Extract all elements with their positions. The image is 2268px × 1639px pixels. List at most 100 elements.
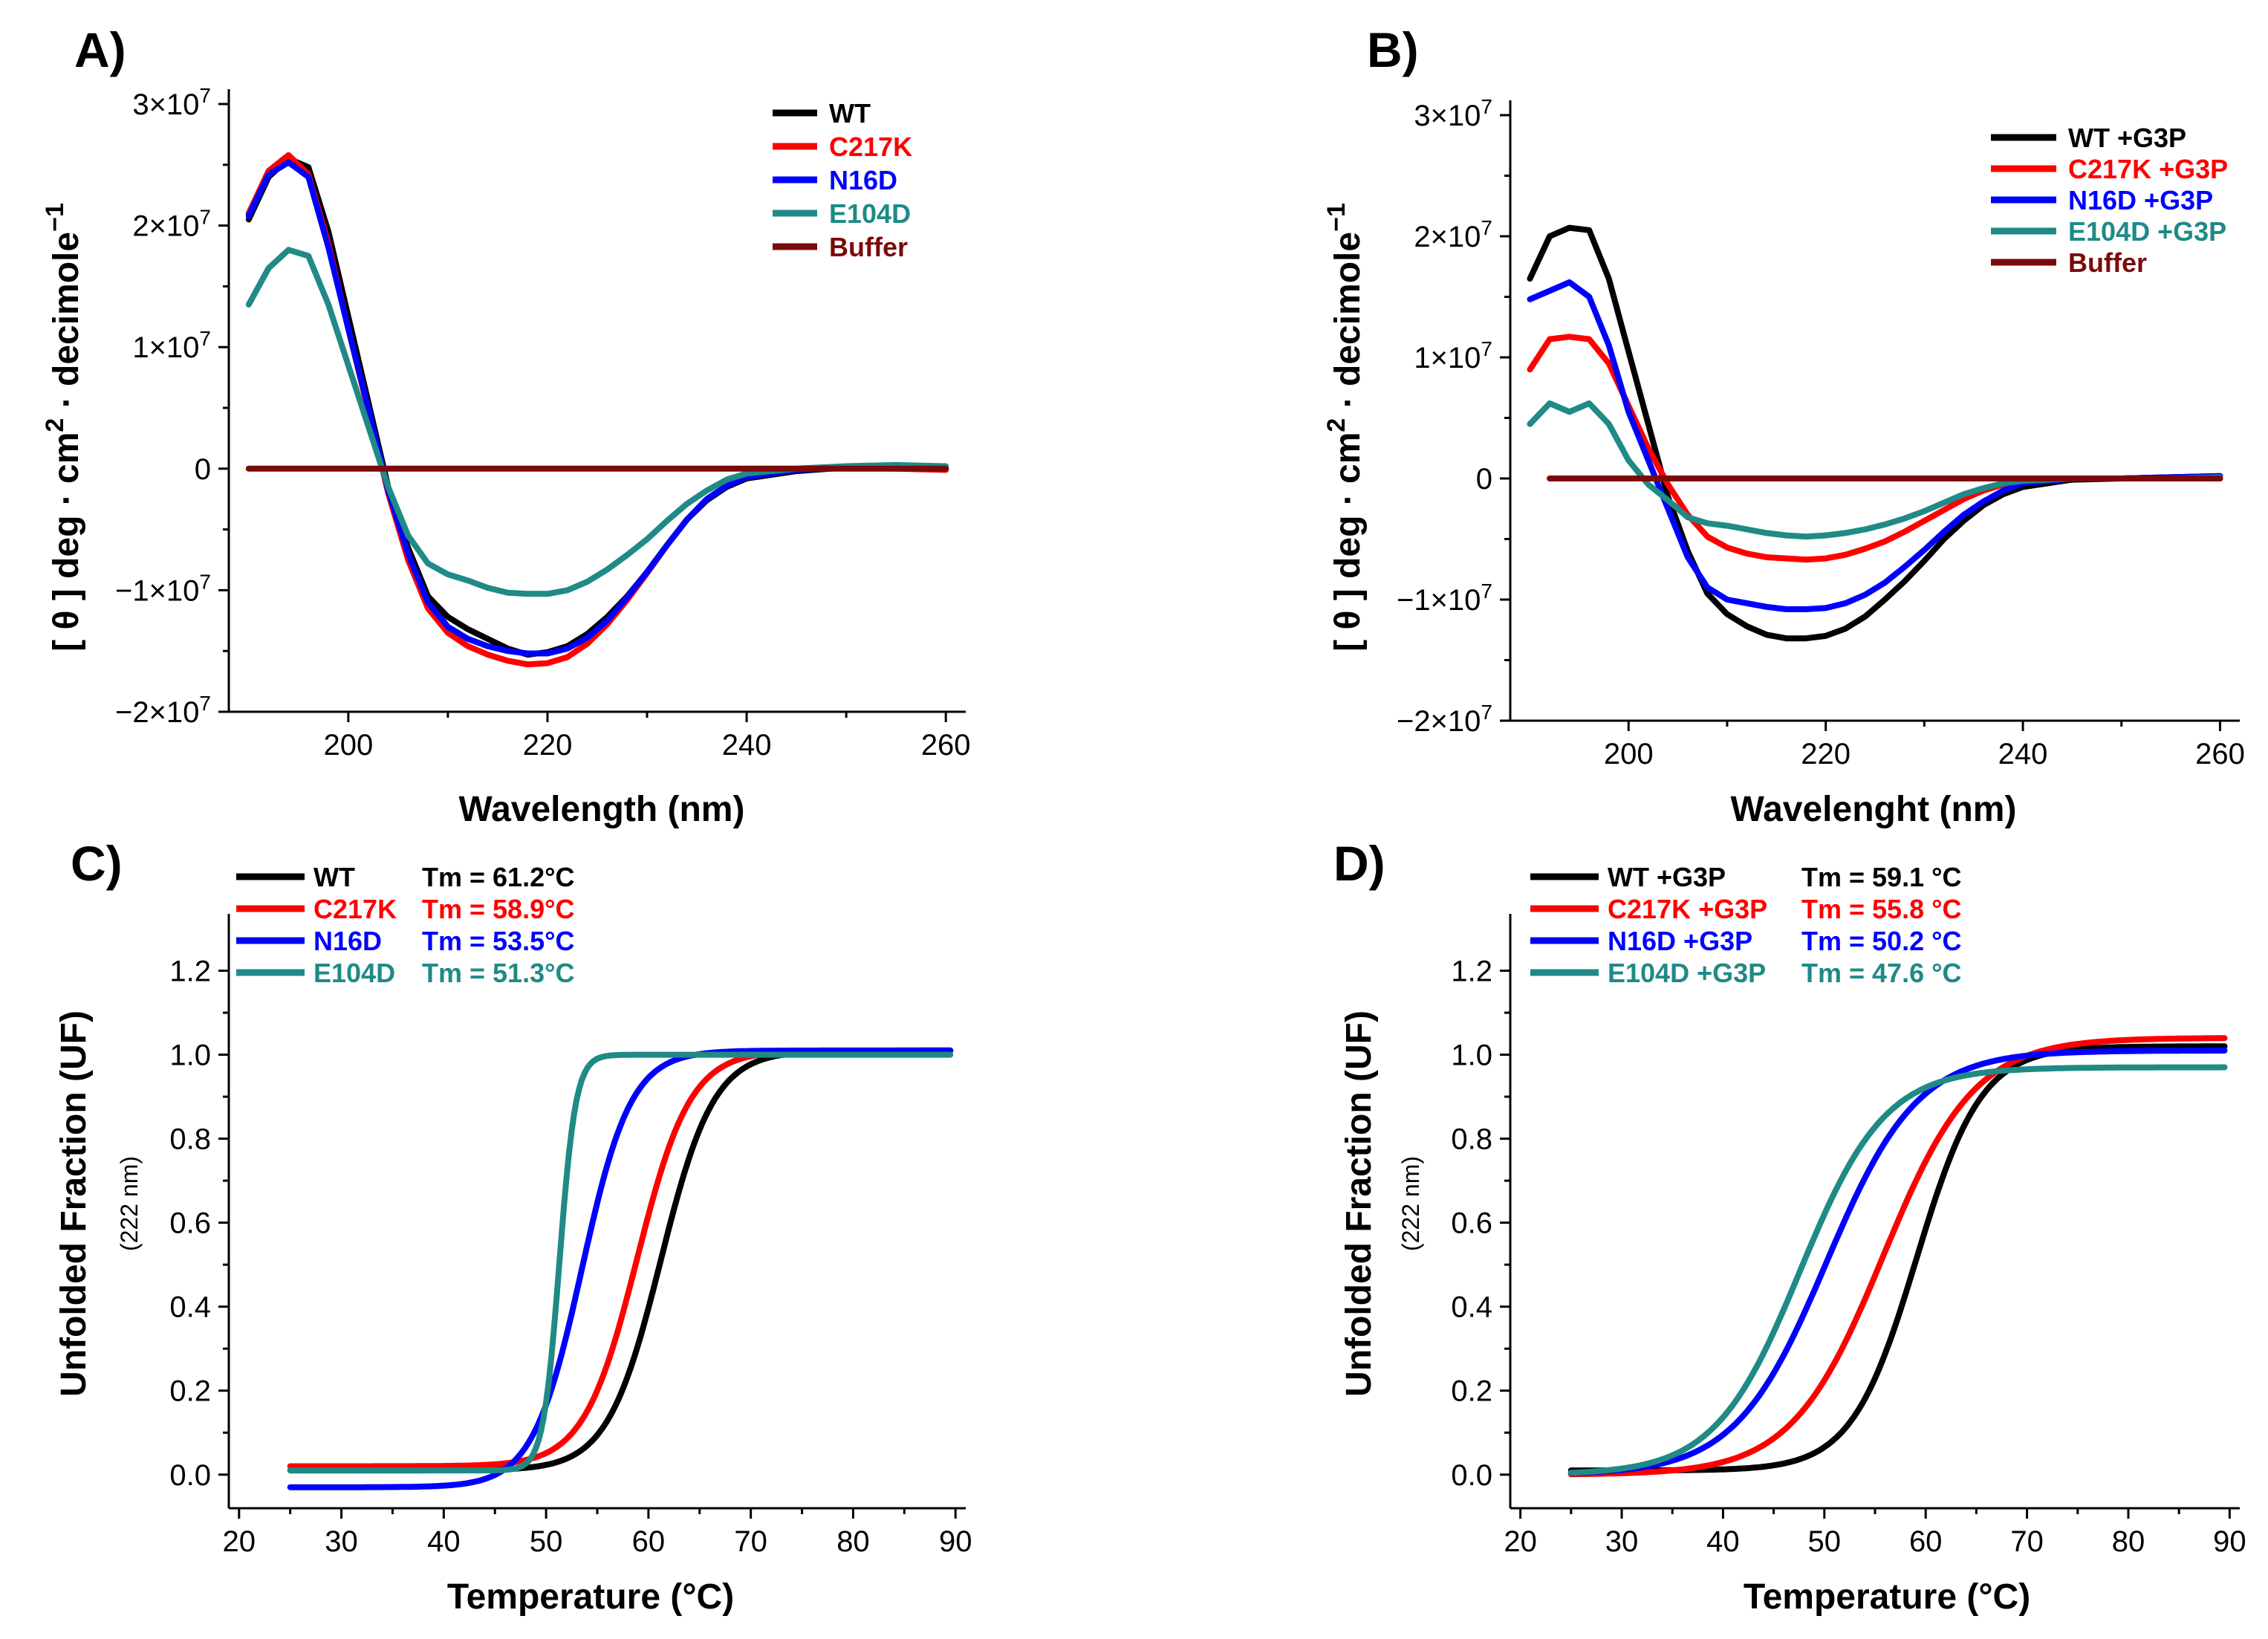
panel-d-y-axis-title: Unfolded Fraction (UF) <box>1339 1010 1379 1397</box>
panel-c-legend-tm-wt: Tm = 61.2°C <box>422 862 575 892</box>
panel-b-legend-label-c217k-g3p: C217K +G3P <box>2068 154 2228 184</box>
panel-a-legend-label-e104d: E104D <box>829 198 911 229</box>
panel-a-y-axis-sup-minus1: −1 <box>41 203 69 232</box>
panel-b-series-wt-g3p <box>1527 224 2223 642</box>
panel-b-legend-label-wt-g3p: WT +G3P <box>2068 123 2186 153</box>
panel-d-x-tick-label-90: 90 <box>2213 1525 2246 1558</box>
panel-b: B) 200 220 240 260−2×107−1×10701×1072×1073×… <box>1322 22 2245 829</box>
panel-a-legend-label-n16d: N16D <box>829 165 897 195</box>
panel-b-x-tick-label-220: 220 <box>1801 738 1851 770</box>
panel-c-legend-tm-n16d: Tm = 53.5°C <box>422 926 575 956</box>
panel-b-legend-label-buffer: Buffer <box>2068 247 2147 278</box>
panel-a-y-tick-label-2-107-exponent: 7 <box>199 206 211 229</box>
panel-d-x-axis-title: Temperature (°C) <box>1744 1577 2030 1617</box>
panel-b-y-tick-label-1-107-exponent: 7 <box>1481 580 1492 603</box>
panel-a-y-axis-sup-2: 2 <box>41 418 69 432</box>
panel-c-x-tick-label-70: 70 <box>734 1525 767 1558</box>
panel-d-x-tick-label-20: 20 <box>1504 1525 1537 1558</box>
panel-b-y-tick-label-2-107-exponent: 7 <box>1481 216 1492 239</box>
panel-c-legend-tm-c217k: Tm = 58.9°C <box>422 894 575 924</box>
panel-a: A) 200 220 240 260−2×107−1×10701×1072×1073×… <box>41 22 971 829</box>
panel-b-y-tick-label-1-107: −1×107 <box>1397 580 1492 617</box>
panel-c-x-axis-title: Temperature (°C) <box>447 1577 734 1617</box>
panel-a-y-tick-label-3-107-exponent: 7 <box>199 84 211 107</box>
panel-d-legend: WT +G3P Tm = 59.1 °C C217K +G3P Tm = 55.8 °… <box>1530 862 1962 988</box>
panel-a-y-tick-label-3-107-base: 3×10 <box>132 88 199 121</box>
panel-c-legend-label-e104d: E104D <box>313 958 395 988</box>
panel-c-x-tick-label-40: 40 <box>427 1525 461 1558</box>
panel-b-x-tick-label-240: 240 <box>1998 738 2048 770</box>
panel-d-legend-tm-c217k-g3p: Tm = 55.8 °C <box>1801 894 1962 924</box>
panel-c-series-e104d <box>287 1051 954 1474</box>
panel-b-y-tick-label-1-107-exponent: 7 <box>1481 337 1492 360</box>
panel-b-x-tick-label-260: 260 <box>2195 738 2245 770</box>
panel-b-x-tick-label-200: 200 <box>1604 738 1654 770</box>
panel-d-x-tick-label-30: 30 <box>1605 1525 1639 1558</box>
panel-c-plot: 20 30 40 50 60 70 80 90 0.0 0.2 0.4 0.6 0.8 1.0 1.2 <box>169 914 972 1558</box>
panel-c-x-tick-label-80: 80 <box>836 1525 870 1558</box>
panel-b-y-axis-sup-minus1: −1 <box>1322 203 1351 232</box>
panel-b-y-tick-label-2-107-base: −2×10 <box>1397 705 1481 738</box>
panel-a-y-tick-label-2-107: −2×107 <box>115 692 211 729</box>
panel-b-y-tick-label-3-107-exponent: 7 <box>1481 95 1492 118</box>
panel-c-series-c217k <box>287 1047 954 1470</box>
panel-a-y-tick-label-2-107-base: −2×10 <box>115 696 199 729</box>
panel-d-series-n16d-g3p <box>1567 1048 2228 1476</box>
panel-c-y-tick-label-0-2: 0.2 <box>169 1375 211 1408</box>
panel-c-y-tick-label-1-2: 1.2 <box>169 955 211 988</box>
panel-c-legend-label-c217k: C217K <box>313 894 397 924</box>
panel-d-legend-tm-n16d-g3p: Tm = 50.2 °C <box>1801 926 1962 956</box>
panel-d-y-tick-label-0-8: 0.8 <box>1451 1123 1492 1156</box>
panel-d-x-tick-label-70: 70 <box>2010 1525 2044 1558</box>
panel-a-x-axis-title: Wavelength (nm) <box>459 790 745 829</box>
panel-d-x-tick-label-60: 60 <box>1909 1525 1943 1558</box>
panel-a-x-tick-label-260: 260 <box>921 729 971 762</box>
panel-b-y-tick-label-0: 0 <box>1476 463 1492 496</box>
panel-c: C) 20 30 40 50 60 70 80 90 0.0 0.2 0.4 0.6 0.8 1.0 1.2… <box>54 836 972 1617</box>
panel-a-y-tick-label-1-107-exponent: 7 <box>199 570 211 593</box>
panel-a-letter: A) <box>74 22 126 77</box>
panel-a-y-tick-label-1-107: −1×107 <box>115 570 211 607</box>
panel-a-y-tick-label-1-107-exponent: 7 <box>199 327 211 350</box>
panel-d-series-c217k-g3p <box>1567 1035 2228 1478</box>
panel-a-legend-label-buffer: Buffer <box>829 232 908 262</box>
panel-c-x-tick-label-60: 60 <box>632 1525 666 1558</box>
panel-b-y-tick-label-2-107: −2×107 <box>1397 701 1492 738</box>
panel-d-y-tick-label-0-0: 0.0 <box>1451 1459 1492 1492</box>
panel-c-legend-label-n16d: N16D <box>313 926 382 956</box>
panel-c-x-tick-label-90: 90 <box>939 1525 972 1558</box>
panel-d-x-tick-label-80: 80 <box>2112 1525 2145 1558</box>
panel-a-x-tick-label-200: 200 <box>323 729 373 762</box>
panel-d-y-tick-label-1-2: 1.2 <box>1451 955 1492 988</box>
panel-b-y-tick-label-2-107: 2×107 <box>1414 216 1492 253</box>
panel-a-y-tick-label-1-107: 1×107 <box>132 327 211 364</box>
panel-d-series-e104d-g3p <box>1567 1064 2228 1476</box>
panel-b-legend-label-e104d-g3p: E104D +G3P <box>2068 216 2226 247</box>
panel-b-y-tick-label-1-107: 1×107 <box>1414 337 1492 374</box>
panel-b-y-axis-decimole: · decimole <box>1328 232 1368 418</box>
panel-b-y-tick-label-3-107-base: 3×10 <box>1414 100 1481 132</box>
panel-b-y-axis-sup-2: 2 <box>1322 418 1351 432</box>
panel-b-series-n16d-g3p <box>1527 279 2223 612</box>
panel-c-x-tick-label-30: 30 <box>325 1525 358 1558</box>
panel-c-y-tick-label-0-4: 0.4 <box>169 1291 211 1324</box>
panel-c-legend-tm-e104d: Tm = 51.3°C <box>422 958 575 988</box>
panel-d-legend-label-wt-g3p: WT +G3P <box>1608 862 1726 892</box>
panel-d-plot: 20 30 40 50 60 70 80 90 0.0 0.2 0.4 0.6 0.8 1.0 1.2 <box>1451 914 2246 1558</box>
panel-a-x-tick-label-240: 240 <box>722 729 772 762</box>
panel-a-series-n16d <box>245 159 949 657</box>
panel-b-y-tick-label-2-107-base: 2×10 <box>1414 221 1481 253</box>
panel-d-legend-tm-e104d-g3p: Tm = 47.6 °C <box>1801 958 1962 988</box>
panel-c-x-tick-label-20: 20 <box>223 1525 256 1558</box>
panel-a-y-tick-label-2-107-base: 2×10 <box>132 210 199 243</box>
panel-a-y-axis-title: [ θ ] deg · cm2 · decimole−1 <box>41 203 86 652</box>
panel-a-y-axis-bracket-theta: [ θ ] deg · cm <box>47 432 86 652</box>
panel-d-legend-label-c217k-g3p: C217K +G3P <box>1608 894 1767 924</box>
panel-c-series-n16d <box>287 1047 954 1490</box>
panel-d-legend-tm-wt-g3p: Tm = 59.1 °C <box>1801 862 1962 892</box>
panel-d-legend-label-n16d-g3p: N16D +G3P <box>1608 926 1752 956</box>
